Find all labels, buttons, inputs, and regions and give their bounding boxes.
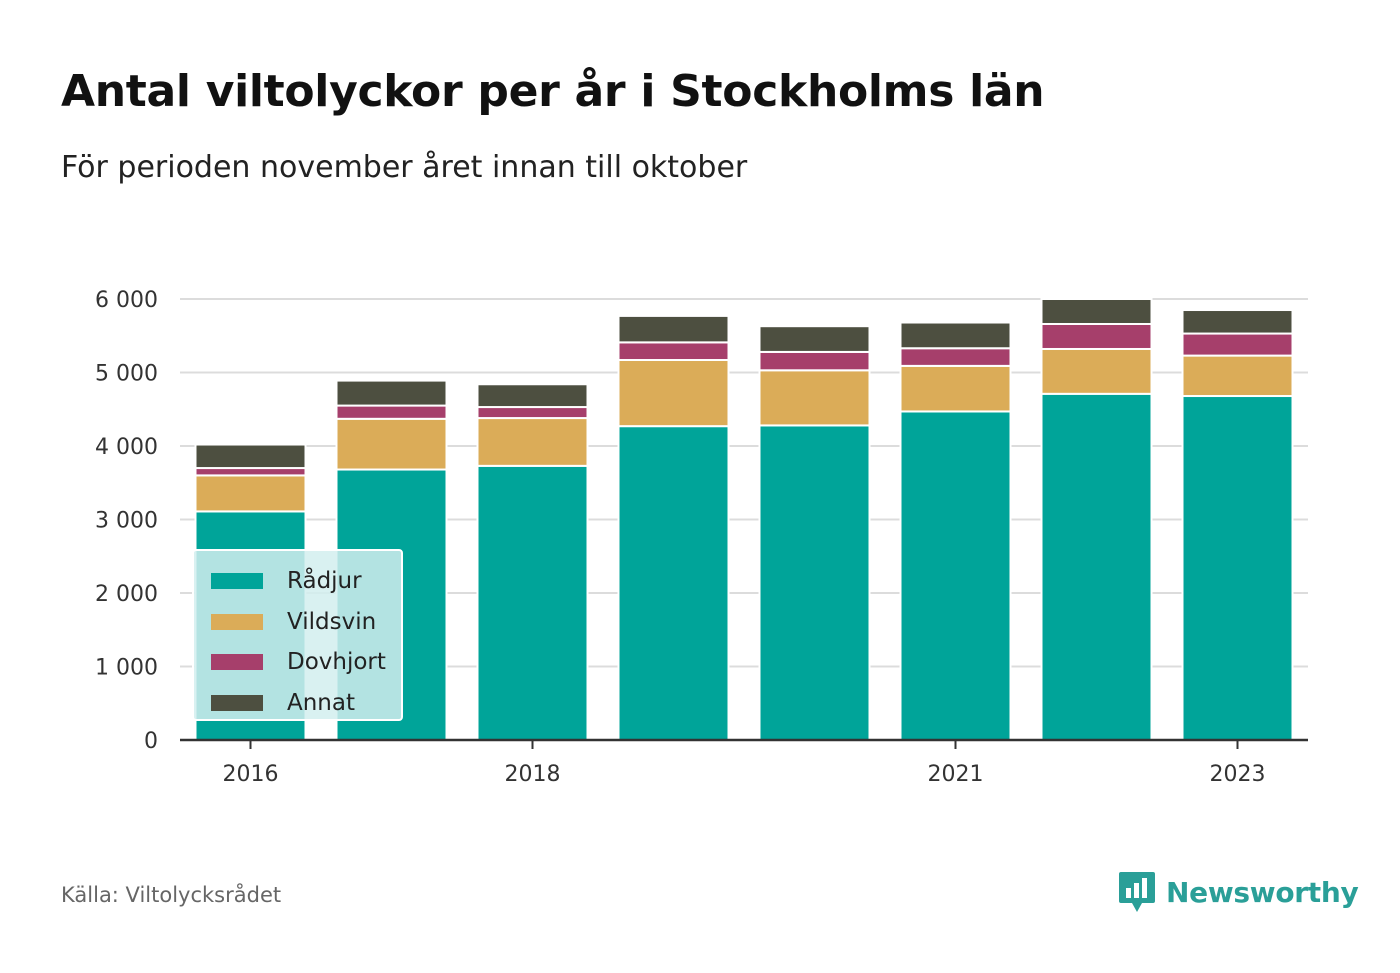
- chart-title: Antal viltolyckor per år i Stockholms lä…: [61, 66, 1045, 117]
- bar-segment: [476, 406, 589, 420]
- legend-item-annat: Annat: [211, 683, 401, 724]
- legend-item-dovhjort: Dovhjort: [211, 642, 401, 683]
- y-tick-label: 2 000: [95, 582, 158, 607]
- bar-segment: [476, 383, 589, 409]
- legend: Rådjur Vildsvin Dovhjort Annat: [192, 549, 403, 721]
- legend-label: Rådjur: [287, 568, 362, 595]
- bar-segment: [617, 314, 730, 344]
- y-tick-label: 0: [144, 729, 158, 754]
- bar-segment: [194, 474, 307, 513]
- bar-segment: [758, 350, 871, 372]
- bar-segment: [899, 347, 1012, 367]
- bar-segment: [194, 443, 307, 470]
- legend-swatch: [211, 613, 263, 630]
- y-tick-label: 4 000: [95, 435, 158, 460]
- x-tick-label: 2021: [928, 762, 984, 787]
- bar-segment: [1040, 298, 1153, 325]
- chart-subtitle: För perioden november året innan till ok…: [61, 150, 748, 185]
- bar-segment: [476, 417, 589, 467]
- bar-segment: [617, 359, 730, 428]
- bar-segment: [1040, 392, 1153, 741]
- bar-segment: [758, 325, 871, 353]
- legend-label: Dovhjort: [287, 649, 386, 676]
- legend-swatch: [211, 654, 263, 671]
- newsworthy-logo-icon: [1119, 872, 1155, 912]
- x-tick-label: 2023: [1210, 762, 1266, 787]
- bar-segment: [899, 321, 1012, 350]
- x-tick-label: 2016: [223, 762, 279, 787]
- bar-segment: [899, 410, 1012, 741]
- y-tick-label: 6 000: [95, 288, 158, 313]
- bar-segment: [758, 369, 871, 427]
- y-tick-label: 3 000: [95, 509, 158, 534]
- bar-segment: [617, 425, 730, 741]
- bar-segment: [1040, 347, 1153, 395]
- bar-segment: [335, 404, 448, 420]
- legend-item-radjur: Rådjur: [211, 561, 401, 602]
- source-note: Källa: Viltolycksrådet: [61, 883, 282, 907]
- bar-segment: [1181, 309, 1294, 335]
- bar-segment: [476, 464, 589, 741]
- bar-segment: [617, 341, 730, 362]
- brand-name: Newsworthy: [1166, 875, 1359, 909]
- bar-segment: [1181, 354, 1294, 398]
- legend-swatch: [211, 573, 263, 590]
- legend-label: Vildsvin: [287, 608, 377, 635]
- legend-label: Annat: [287, 689, 356, 716]
- bar-segment: [758, 424, 871, 741]
- bar-segment: [194, 467, 307, 477]
- brand-logo[interactable]: Newsworthy: [1118, 870, 1359, 914]
- bar-segment: [1181, 332, 1294, 357]
- bar-segment: [335, 379, 448, 407]
- y-tick-label: 1 000: [95, 656, 158, 681]
- bar-segment: [899, 364, 1012, 413]
- bar-segment: [1181, 395, 1294, 741]
- y-tick-label: 5 000: [95, 362, 158, 387]
- axes: 0 1 000 2 000 3 000 4 000 5 000 6 000 2016 2018 2…: [95, 288, 1308, 787]
- legend-swatch: [211, 694, 263, 711]
- legend-item-vildsvin: Vildsvin: [211, 602, 401, 643]
- bar-segment: [335, 417, 448, 471]
- bar-segment: [1040, 322, 1153, 350]
- x-tick-label: 2018: [505, 762, 561, 787]
